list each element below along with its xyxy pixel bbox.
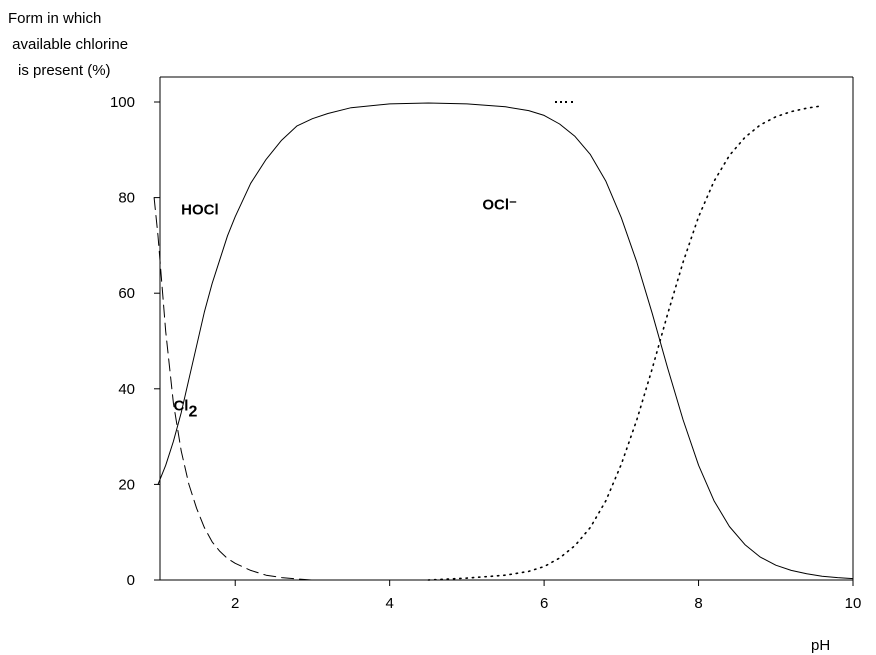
stray-marks xyxy=(555,101,573,103)
x-tick-label: 6 xyxy=(540,595,548,612)
x-axis-ticks: 2 4 6 8 10 xyxy=(231,580,861,612)
y-tick-label: 20 xyxy=(118,476,135,493)
series-labels: HOCl OCl⁻ Cl2 xyxy=(173,197,517,421)
series-line-dotted xyxy=(427,105,823,581)
y-tick-label: 80 xyxy=(118,190,135,207)
y-tick-label: 40 xyxy=(118,381,135,398)
x-tick-label: 8 xyxy=(694,595,702,612)
y-axis-title-line-3: is present (%) xyxy=(18,62,111,79)
series-label: OCl⁻ xyxy=(482,197,517,214)
x-tick-label: 2 xyxy=(231,595,239,612)
y-axis-title-line-1: Form in which xyxy=(8,10,101,27)
series-group xyxy=(153,102,854,581)
y-axis-ticks: 0 20 40 60 80 100 xyxy=(110,94,160,589)
y-tick-label: 0 xyxy=(127,572,135,589)
x-tick-label: 4 xyxy=(385,595,393,612)
x-axis-title: pH xyxy=(811,637,830,654)
series-line-solid xyxy=(157,102,854,580)
y-axis-title-line-2: available chlorine xyxy=(8,36,128,53)
x-tick-label: 10 xyxy=(845,595,862,612)
series-label: Cl2 xyxy=(173,397,197,420)
stray-dot xyxy=(560,101,562,103)
y-tick-label: 60 xyxy=(118,285,135,302)
stray-dot xyxy=(571,101,573,103)
series-line-dashed xyxy=(153,197,313,581)
stray-dot xyxy=(565,101,567,103)
series-label: HOCl xyxy=(181,201,219,218)
y-tick-label: 100 xyxy=(110,94,135,111)
stray-dot xyxy=(555,101,557,103)
plot-frame xyxy=(159,76,854,581)
